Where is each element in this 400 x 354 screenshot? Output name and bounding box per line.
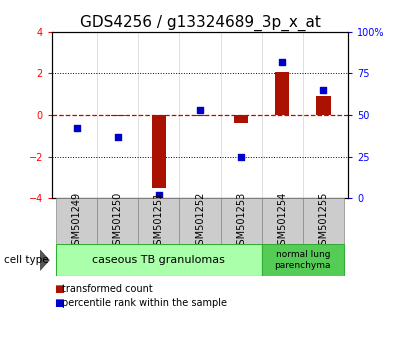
- Polygon shape: [40, 250, 49, 270]
- Bar: [193, 115, 207, 116]
- Point: [156, 192, 162, 198]
- Bar: [220, 198, 262, 244]
- Bar: [56, 244, 262, 276]
- Bar: [262, 198, 303, 244]
- Text: GSM501254: GSM501254: [277, 192, 287, 251]
- Point: [238, 154, 244, 159]
- Point: [114, 134, 121, 139]
- Bar: [152, 115, 166, 188]
- Text: GSM501251: GSM501251: [154, 192, 164, 251]
- Bar: [110, 115, 125, 116]
- Point: [320, 87, 326, 93]
- Text: GSM501249: GSM501249: [72, 192, 82, 251]
- Bar: [275, 73, 290, 115]
- Text: GSM501250: GSM501250: [113, 192, 123, 251]
- Text: cell type: cell type: [4, 255, 49, 265]
- Text: transformed count: transformed count: [62, 284, 153, 293]
- Title: GDS4256 / g13324689_3p_x_at: GDS4256 / g13324689_3p_x_at: [80, 14, 320, 30]
- Bar: [316, 96, 330, 115]
- Bar: [97, 198, 138, 244]
- Bar: [180, 198, 220, 244]
- Bar: [138, 198, 180, 244]
- Text: caseous TB granulomas: caseous TB granulomas: [92, 255, 225, 265]
- Bar: [303, 198, 344, 244]
- Point: [197, 107, 203, 113]
- Bar: [262, 244, 344, 276]
- Text: GSM501253: GSM501253: [236, 192, 246, 251]
- Text: GSM501252: GSM501252: [195, 192, 205, 251]
- Text: ■: ■: [54, 284, 64, 293]
- Text: ■: ■: [54, 298, 64, 308]
- Point: [74, 126, 80, 131]
- Text: percentile rank within the sample: percentile rank within the sample: [62, 298, 227, 308]
- Bar: [234, 115, 248, 124]
- Point: [279, 59, 286, 65]
- Text: GSM501255: GSM501255: [318, 192, 328, 251]
- Bar: [56, 198, 97, 244]
- Text: normal lung
parenchyma: normal lung parenchyma: [274, 251, 331, 270]
